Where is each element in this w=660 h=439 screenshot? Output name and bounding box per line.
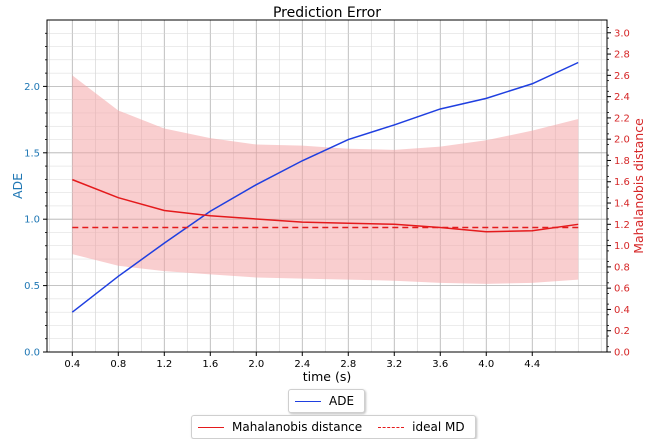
series-line-mahalanobis-distance (72, 178, 579, 233)
x-tick-label: 2.8 (340, 359, 356, 370)
right-y-tick-label: 2.2 (614, 113, 630, 124)
left-y-tick-label: 0.5 (24, 281, 40, 292)
right-y-tick-label: 1.8 (614, 156, 630, 167)
right-y-tick-label: 0.6 (614, 284, 630, 295)
legend-label-ideal-md: ideal MD (412, 420, 465, 434)
right-y-tick-label: 1.4 (614, 199, 630, 210)
legend-entry-ideal-md: ideal MD (378, 420, 465, 434)
confidence-band-layer (72, 75, 579, 284)
x-tick-label: 3.2 (386, 359, 402, 370)
left-y-tick-label: 0.0 (24, 348, 40, 359)
x-axis-label: time (s) (303, 369, 351, 384)
legend-swatch-mahalanobis (198, 426, 224, 428)
right-y-tick-label: 0.2 (614, 326, 630, 337)
left-y-tick-label: 1.5 (24, 148, 40, 159)
x-tick-label: 1.2 (156, 359, 172, 370)
x-tick-label: 0.4 (64, 359, 80, 370)
plot-frame (46, 19, 608, 353)
legend-ade: ADE (288, 389, 366, 413)
right-y-tick-label: 1.2 (614, 220, 630, 231)
right-y-tick-label: 1.0 (614, 241, 630, 252)
mahalanobis-confidence-band (72, 75, 579, 284)
right-y-tick-label: 3.0 (614, 28, 630, 39)
x-tick-label: 2.4 (294, 359, 310, 370)
legend-mahalanobis: Mahalanobis distance ideal MD (191, 415, 476, 439)
legend-label-ade: ADE (329, 394, 355, 408)
right-y-tick-label: 2.8 (614, 50, 630, 61)
left-y-axis: 0.0 0.5 1.0 1.5 2.0 (24, 32, 47, 359)
legend-entry-ade: ADE (295, 394, 354, 408)
left-y-tick-label: 1.0 (24, 215, 40, 226)
series-layer (71, 61, 579, 313)
right-y-axis: 0.0 0.2 0.4 0.6 0.8 1.0 1.2 1.4 1.6 1.8 2.0 2.2 2.4 2… (607, 27, 630, 359)
right-axis-label: Mahalanobis distance (631, 118, 646, 254)
x-tick-label: 4.4 (524, 359, 540, 370)
legend-entry-mahalanobis: Mahalanobis distance (198, 420, 362, 434)
right-y-tick-label: 2.6 (614, 71, 630, 82)
x-axis: 0.4 0.8 1.2 1.6 2.0 2.4 2.8 3.2 3.6 4.0 4.4 (64, 352, 540, 370)
x-tick-label: 1.6 (202, 359, 218, 370)
chart-title: Prediction Error (273, 5, 381, 21)
left-y-tick-label: 2.0 (24, 82, 40, 93)
right-y-tick-label: 0.0 (614, 348, 630, 359)
x-tick-label: 0.8 (110, 359, 126, 370)
series-line-ade (71, 61, 579, 313)
right-y-tick-label: 2.0 (614, 135, 630, 146)
legend-swatch-ideal-md (378, 426, 405, 428)
right-y-tick-label: 2.4 (614, 92, 630, 103)
x-tick-label: 3.6 (432, 359, 448, 370)
left-axis-label: ADE (10, 173, 25, 199)
right-y-tick-label: 0.8 (614, 262, 630, 273)
legend-label-mahalanobis: Mahalanobis distance (232, 420, 363, 434)
x-tick-label: 2.0 (248, 359, 264, 370)
x-tick-label: 4.0 (478, 359, 494, 370)
right-y-tick-label: 1.6 (614, 177, 630, 188)
legend-swatch-ade (295, 400, 321, 402)
right-y-tick-label: 0.4 (614, 305, 630, 316)
